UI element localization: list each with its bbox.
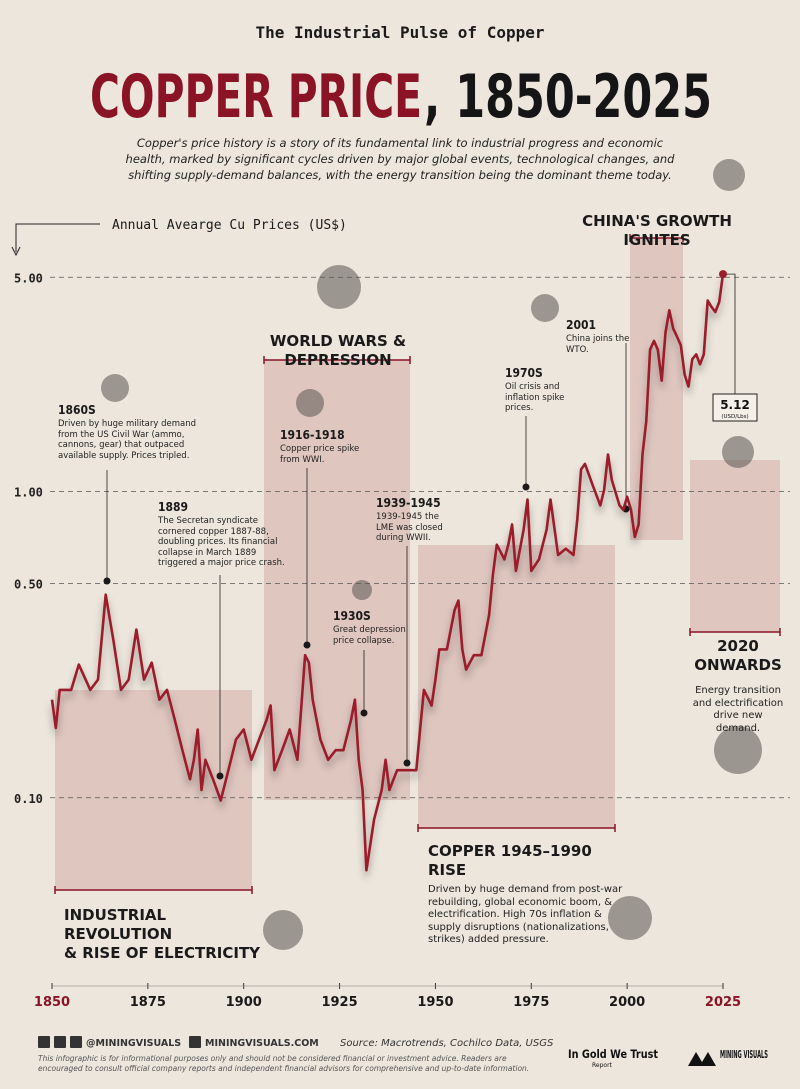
era: INDUSTRIAL REVOLUTION & RISE OF ELECTRICI… — [64, 906, 264, 963]
era-title: & RISE OF ELECTRICITY — [64, 944, 261, 962]
icon — [263, 910, 303, 950]
kicker: The Industrial Pulse of Copper — [256, 23, 545, 42]
annotation-text: The Secretan syndicate cornered copper 1… — [158, 516, 285, 568]
annotation: 1930S Great depression price collapse. — [333, 609, 413, 646]
annotation-heading: 1930S — [333, 609, 371, 623]
icon — [531, 294, 559, 322]
y-tick-label: 0.10 — [14, 792, 43, 806]
annotation: 2001 China joins the WTO. — [566, 318, 636, 355]
title-rest: , 1850-2025 — [424, 62, 712, 132]
annotation-dot — [403, 759, 411, 767]
annotation-dot — [216, 772, 224, 780]
era: WORLD WARS & DEPRESSION — [218, 332, 458, 370]
icon — [101, 374, 129, 402]
annotation-dot — [103, 577, 111, 585]
icon — [317, 265, 361, 309]
era: CHINA'S GROWTH IGNITES — [547, 212, 767, 250]
last-value-unit: (USD/Lbs) — [721, 414, 748, 420]
social-icon — [54, 1036, 66, 1048]
partner: In Gold We Trust — [568, 1047, 658, 1061]
y-axis-label: Annual Avearge Cu Prices (US$) — [112, 218, 347, 233]
web-icon — [189, 1036, 201, 1048]
footer-website: MININGVISUALS.COM — [205, 1038, 319, 1049]
annotation-text: China joins the WTO. — [566, 334, 630, 355]
x-tick-label: 2000 — [609, 995, 645, 1010]
y-tick-label: 1.00 — [14, 485, 43, 499]
annotation: 1939-1945 1939-1945 the LME was closed du… — [376, 496, 456, 544]
era-band — [418, 545, 615, 828]
x-tick-label: 1925 — [321, 995, 357, 1010]
x-tick-label: 1900 — [226, 995, 262, 1010]
era-title: 2020 — [717, 637, 759, 655]
last-point — [719, 270, 727, 279]
annotation-heading: 1916-1918 — [280, 428, 345, 442]
era: 2020 ONWARDS Energy transition and electri… — [688, 637, 788, 735]
era-band — [264, 360, 410, 800]
last-value-label: 5.12 — [720, 398, 750, 412]
annotation-heading: 1889 — [158, 500, 189, 514]
annotation-heading: 1939-1945 — [376, 496, 441, 510]
era-band — [55, 690, 252, 890]
value-badge — [712, 393, 758, 422]
era-title: WORLD WARS & DEPRESSION — [269, 332, 407, 369]
annotation-heading: 1970S — [505, 366, 543, 380]
icon — [722, 436, 754, 468]
social-icon — [38, 1036, 50, 1048]
icon — [714, 726, 762, 774]
x-tick-label: 1950 — [417, 995, 453, 1010]
footer-source: Source: Macrotrends, Cochilco Data, USGS — [340, 1038, 554, 1049]
annotation-dot — [303, 641, 311, 649]
icon — [352, 580, 372, 600]
era-title: ONWARDS — [694, 656, 782, 674]
arrow-head — [11, 246, 21, 257]
era-band — [630, 238, 683, 540]
brand-logo — [688, 1052, 716, 1066]
annotation-heading: 2001 — [566, 318, 597, 332]
annotation-dot — [522, 483, 530, 491]
last-connector — [723, 273, 736, 394]
social-icon — [70, 1036, 82, 1048]
partner-sub: Report — [592, 1062, 613, 1069]
annotation-text: Great depression price collapse. — [333, 625, 406, 646]
footer-handle: @MININGVISUALS — [86, 1038, 181, 1049]
footer-disclaimer: This infographic is for informational pu… — [38, 1054, 530, 1073]
era-title: INDUSTRIAL REVOLUTION — [64, 906, 173, 943]
x-tick-label: 1875 — [130, 995, 166, 1010]
annotation-text: Driven by huge military demand from the … — [58, 419, 197, 461]
annotation-text: Copper price spike from WWI. — [280, 444, 360, 465]
x-tick-label: 1975 — [513, 995, 549, 1010]
era-band — [690, 460, 780, 632]
era-title: COPPER 1945–1990 RISE — [428, 842, 592, 879]
title-highlight: COPPER PRICE — [90, 62, 422, 132]
icon — [713, 159, 745, 191]
x-tick-label: 2025 — [705, 995, 741, 1010]
annotation: 1860S Driven by huge military demand from… — [58, 403, 208, 461]
icon — [296, 389, 324, 417]
brand: MINING VISUALS — [720, 1048, 768, 1061]
subtitle: Copper's price history is a story of its… — [125, 136, 675, 182]
axis-label-arrow — [15, 223, 100, 252]
icon — [608, 896, 652, 940]
annotation-text: 1939-1945 the LME was closed during WWII… — [376, 512, 443, 543]
annotation: 1970S Oil crisis and inflation spike pric… — [505, 366, 585, 414]
era-title: CHINA'S GROWTH IGNITES — [582, 212, 732, 249]
price-line — [50, 273, 725, 872]
annotation: 1916-1918 Copper price spike from WWI. — [280, 428, 360, 465]
annotation-text: Oil crisis and inflation spike prices. — [505, 382, 565, 413]
annotation-dot — [360, 709, 368, 717]
annotation: 1889 The Secretan syndicate cornered copp… — [158, 500, 290, 569]
y-tick-label: 5.00 — [14, 271, 43, 285]
annotation-heading: 1860S — [58, 403, 96, 417]
x-tick-label: 1850 — [34, 995, 70, 1010]
era-text: Energy transition and electrification dr… — [692, 685, 784, 734]
era: COPPER 1945–1990 RISE Driven by huge dema… — [428, 842, 628, 947]
era-text: Driven by huge demand from post-war rebu… — [428, 884, 623, 945]
y-tick-label: 0.50 — [14, 578, 43, 592]
